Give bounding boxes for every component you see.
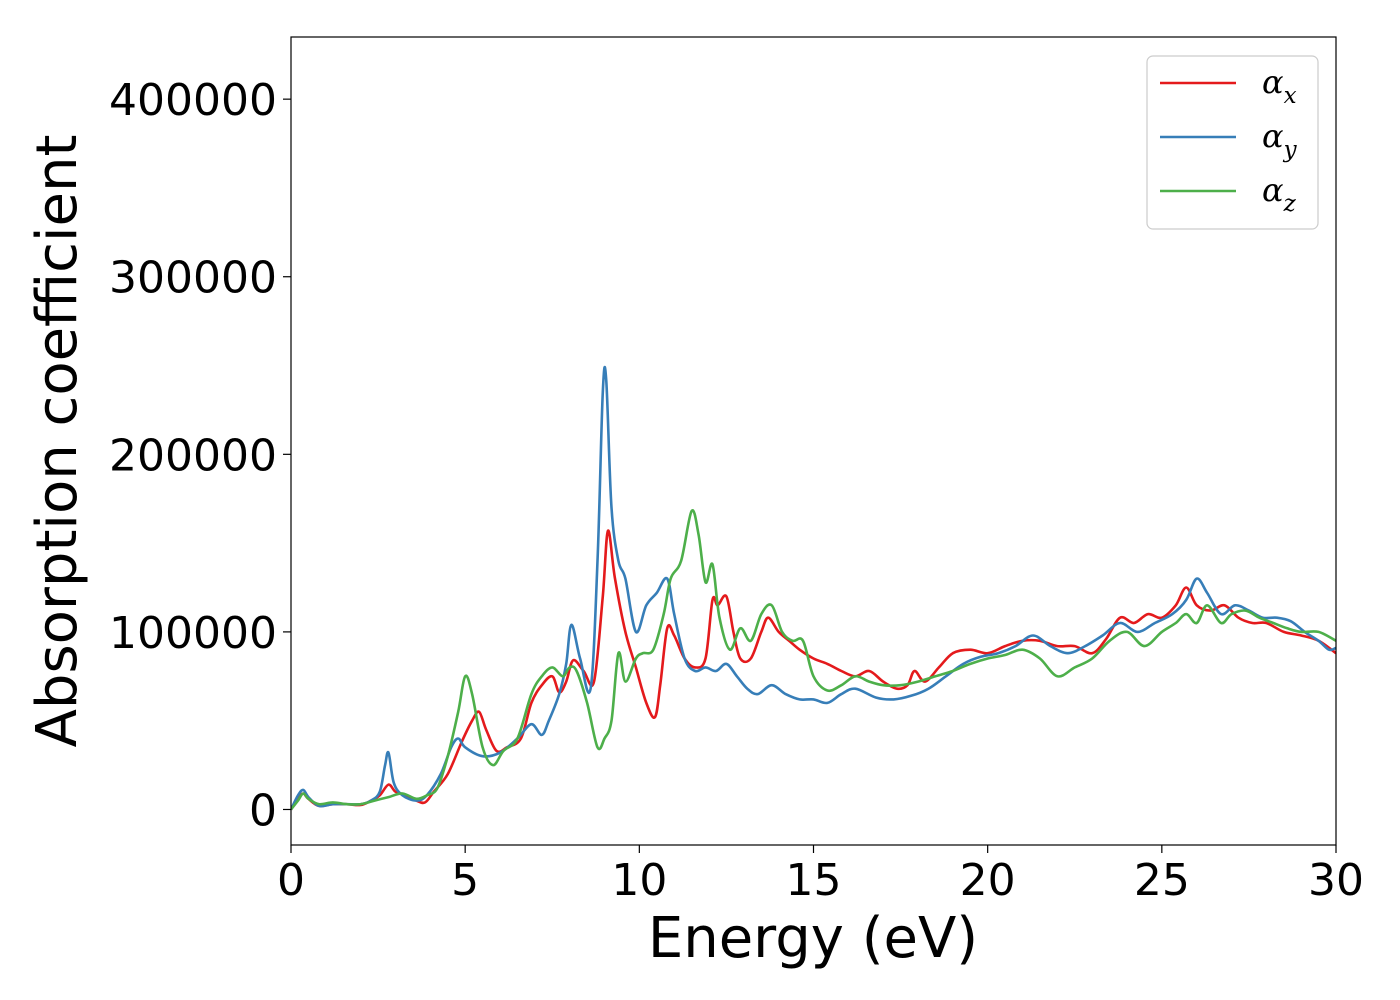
series-layer — [291, 365, 1336, 811]
x-tick-label: 15 — [786, 855, 842, 906]
y-tick-label: 300000 — [109, 253, 277, 304]
legend-label-z: αz — [1262, 171, 1297, 217]
legend-label-x: αx — [1262, 63, 1297, 109]
x-tick-label: 25 — [1134, 855, 1190, 906]
x-tick-label: 30 — [1308, 855, 1364, 906]
y-tick-label: 200000 — [109, 430, 277, 481]
y-tick-label: 0 — [249, 785, 277, 836]
x-axis-title: Energy (eV) — [648, 906, 978, 971]
y-axis-title: Absorption coefficient — [25, 135, 90, 748]
x-axis: 0 5 10 15 20 25 30 — [277, 845, 1364, 906]
y-tick-label: 100000 — [109, 608, 277, 659]
x-tick-label: 0 — [277, 855, 305, 906]
legend-box — [1146, 55, 1319, 230]
x-tick-label: 10 — [611, 855, 667, 906]
y-tick-label: 400000 — [109, 75, 277, 126]
x-tick-label: 5 — [451, 855, 479, 906]
series-line-z — [291, 509, 1336, 811]
legend-label-y: αy — [1262, 117, 1298, 163]
legend: αx αy αz — [1146, 55, 1319, 230]
y-axis: 0 100000 200000 300000 400000 — [109, 75, 291, 836]
x-tick-label: 20 — [960, 855, 1016, 906]
